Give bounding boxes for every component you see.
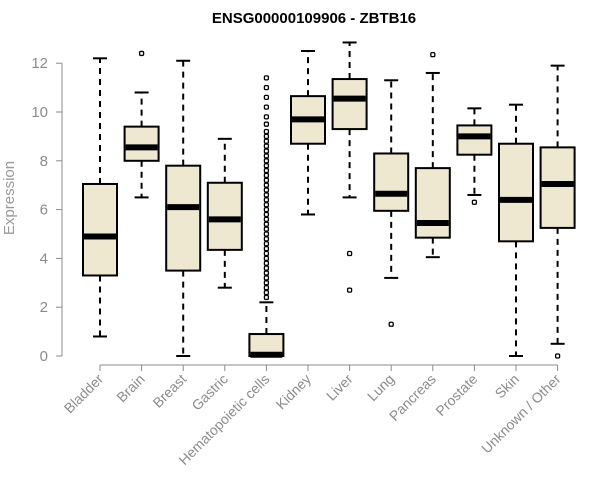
outlier-point <box>263 177 270 183</box>
outlier-point <box>263 206 270 213</box>
box-breast <box>165 59 202 357</box>
box-skin <box>498 103 534 357</box>
outlier-point <box>263 265 270 271</box>
x-tick-label: Bladder <box>61 371 107 417</box>
box-body <box>539 146 576 229</box>
outlier-point <box>263 128 270 135</box>
outlier-point <box>263 231 270 237</box>
outlier-point <box>263 270 270 276</box>
y-tick-label: 0 <box>40 348 48 365</box>
y-tick-label: 6 <box>40 202 48 219</box>
outlier-point <box>263 216 270 223</box>
outlier-point <box>263 197 270 203</box>
outlier-point <box>263 104 270 110</box>
outlier-point <box>263 84 270 91</box>
box-body <box>373 152 410 212</box>
outlier-point <box>263 289 270 296</box>
y-axis-label: Expression <box>1 161 18 235</box>
outlier-point <box>263 202 270 208</box>
outlier-point <box>263 245 270 252</box>
outlier-point <box>263 121 270 127</box>
outlier-point <box>263 138 270 144</box>
outlier-point <box>263 158 270 164</box>
boxes <box>82 41 576 359</box>
outlier-point <box>263 236 270 242</box>
outlier-point <box>263 182 270 188</box>
box-gastric <box>206 137 243 289</box>
box-body <box>123 125 160 162</box>
outlier-point <box>263 172 270 179</box>
y-tick-label: 4 <box>40 250 48 267</box>
outlier-point <box>263 143 270 149</box>
outlier-point <box>346 287 353 293</box>
outlier-point <box>263 187 270 193</box>
outlier-point <box>554 353 561 359</box>
outlier-point <box>263 275 270 281</box>
outlier-point <box>471 199 478 205</box>
box-kidney <box>290 50 326 216</box>
box-body <box>165 164 202 272</box>
box-unknown-other <box>539 64 576 359</box>
y-tick-label: 10 <box>31 104 48 121</box>
box-body <box>414 167 451 239</box>
y-tick-label: 8 <box>40 153 48 170</box>
x-tick-label: Prostate <box>432 371 480 419</box>
y-tick-label: 2 <box>40 299 48 316</box>
x-tick-label: Unknown / Other <box>478 371 564 457</box>
outlier-point <box>263 94 270 101</box>
box-hematopoietic-cells <box>248 75 285 358</box>
x-tick-label: Skin <box>492 371 523 402</box>
chart-title: ENSG00000109906 - ZBTB16 <box>212 10 416 27</box>
x-tick-label: Brain <box>113 371 147 405</box>
outlier-point <box>263 285 270 291</box>
outlier-point <box>263 211 270 218</box>
box-body <box>206 181 243 251</box>
outlier-point <box>263 114 270 120</box>
outlier-point <box>138 50 145 57</box>
box-body <box>331 78 368 131</box>
outlier-point <box>263 280 270 286</box>
outlier-point <box>263 153 270 159</box>
box-prostate <box>456 107 493 205</box>
outlier-point <box>263 255 270 262</box>
outlier-point <box>263 148 270 154</box>
x-tick-label: Liver <box>323 371 356 404</box>
outlier-point <box>388 321 394 327</box>
outlier-point <box>263 294 270 301</box>
outlier-point <box>263 75 270 81</box>
box-body <box>456 124 493 156</box>
outlier-point <box>263 192 270 198</box>
box-lung <box>373 79 410 327</box>
box-body <box>82 182 118 277</box>
y-tick-label: 12 <box>31 55 48 72</box>
outlier-point <box>346 250 353 257</box>
outlier-point <box>263 163 270 169</box>
outlier-point <box>263 221 270 227</box>
y-axis: 0 2 4 6 8 10 12 <box>31 55 63 365</box>
x-tick-label: Breast <box>149 371 189 411</box>
box-pancreas <box>414 52 451 259</box>
outlier-point <box>263 167 270 174</box>
box-liver <box>331 41 368 293</box>
box-brain <box>123 50 160 199</box>
outlier-point <box>263 260 270 266</box>
outlier-point <box>430 52 436 58</box>
outlier-point <box>263 250 270 257</box>
x-tick-label: Kidney <box>273 371 315 413</box>
box-bladder <box>82 57 118 338</box>
outlier-point <box>263 241 270 247</box>
outlier-point <box>263 133 270 140</box>
outlier-point <box>263 226 270 232</box>
box-body <box>498 142 534 243</box>
x-tick-label: Lung <box>364 371 397 404</box>
